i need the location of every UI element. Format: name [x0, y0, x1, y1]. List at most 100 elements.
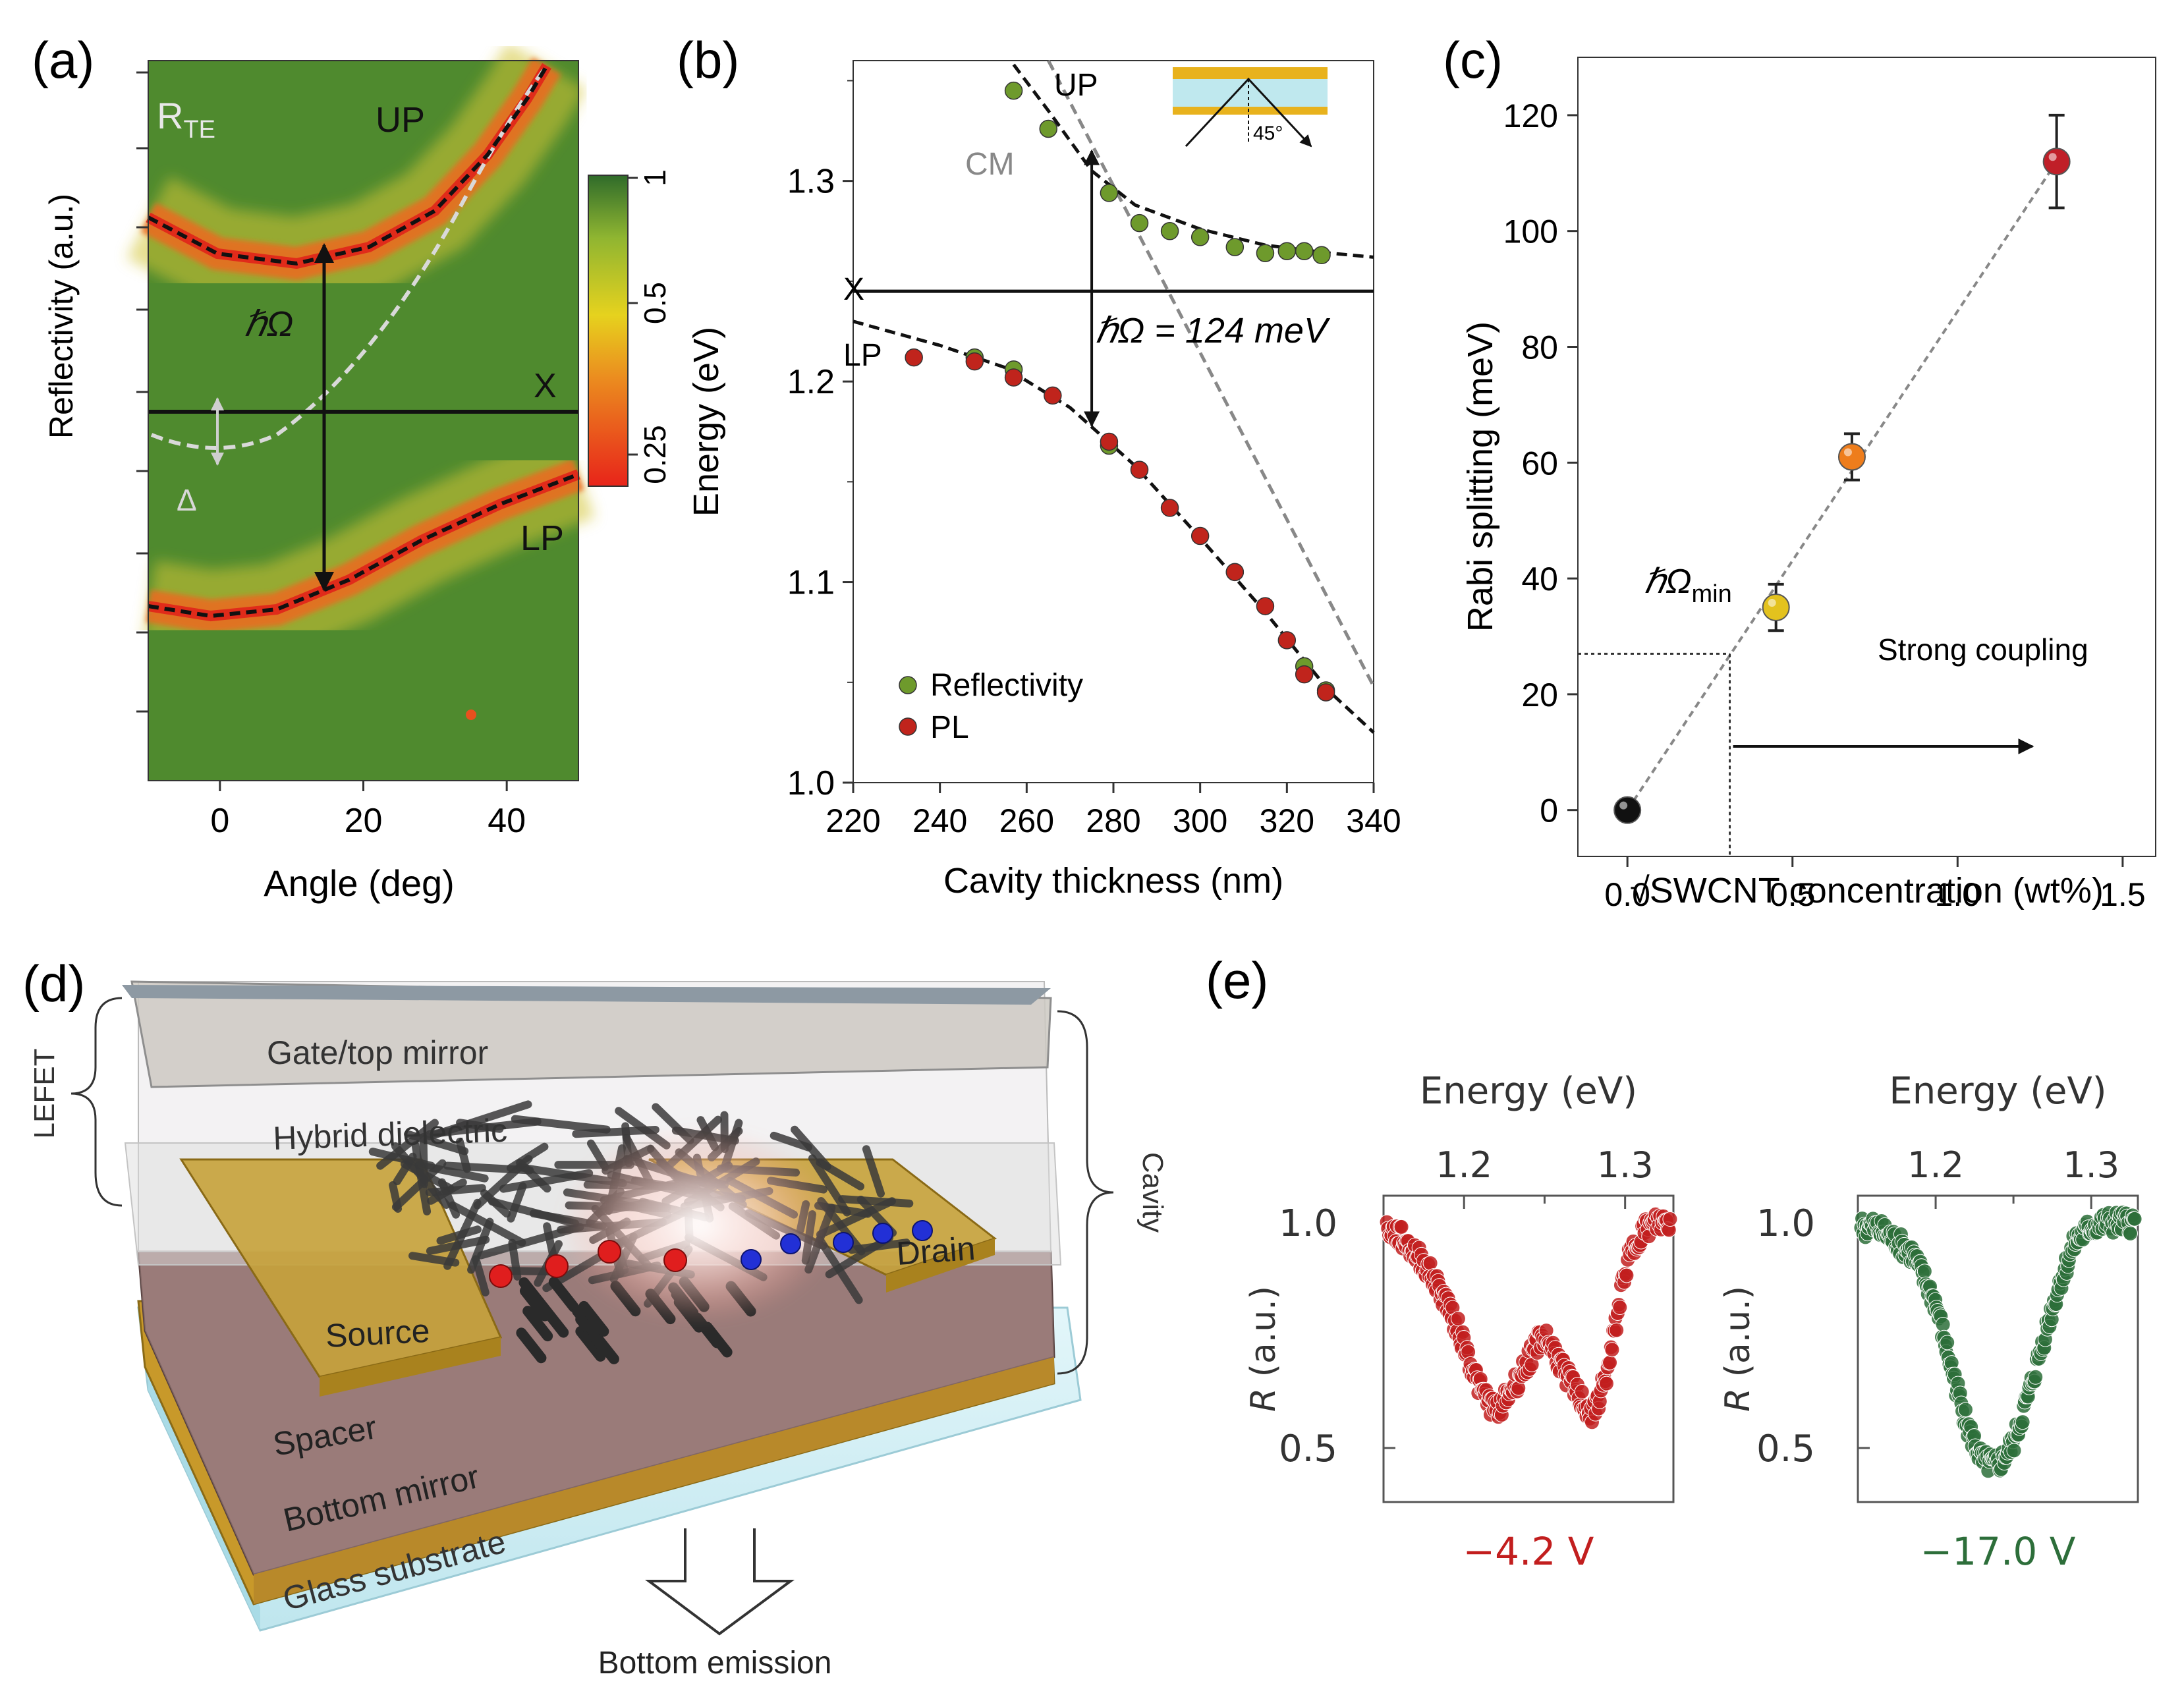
strong-coupling-label: Strong coupling	[1878, 632, 2088, 667]
panel-b-label: (b)	[677, 31, 739, 89]
panel-c-label: (c)	[1443, 31, 1503, 89]
panel-a-xlabel: Angle (deg)	[264, 862, 455, 904]
reflectance-point	[1917, 1264, 1932, 1279]
reflectance-point	[2127, 1211, 2142, 1227]
drain-label: Drain	[895, 1230, 976, 1272]
reflectance-point	[1602, 1354, 1618, 1370]
electron-carrier	[912, 1220, 933, 1241]
x-axis-label: Cavity thickness (nm)	[943, 861, 1283, 901]
electron-carrier	[872, 1223, 893, 1244]
r-axis-label: R (a.u.)	[1244, 1286, 1283, 1412]
nanotube-vertical	[522, 1306, 553, 1342]
data-point	[1837, 443, 1866, 471]
reflectance-point	[1612, 1300, 1628, 1316]
hole-carrier	[489, 1264, 513, 1288]
legend-pl-marker	[899, 717, 917, 736]
panel-c-plot: 0 20 40 60 80 100 120 0.0 0.5 1.0 1.5√SWCNT concen…	[1461, 57, 2156, 913]
nanotube	[414, 1161, 489, 1183]
y-tick-label: 1.1	[787, 564, 835, 602]
x-tick-label: 1.2	[1436, 1144, 1492, 1186]
emission-label: Bottom emission	[598, 1646, 832, 1681]
panel-e: (e) 1.2 1.3 Energy (eV) 0.5 1.0 R (a.u.) −4.2 …	[1206, 951, 2142, 1574]
y-tick-label: 1.0	[787, 764, 835, 802]
y-tick-label: 0.5	[1756, 1428, 1815, 1470]
x-tick-label: 20	[345, 802, 383, 840]
energy-title: Energy (eV)	[1420, 1070, 1637, 1113]
x-tick-label: 0.5	[1770, 876, 1816, 913]
reflectivity-point	[1004, 81, 1023, 100]
data-point	[1762, 594, 1790, 622]
x-label: X	[534, 367, 557, 405]
nanotube	[507, 1182, 527, 1223]
source-front	[320, 1337, 501, 1397]
reflectance-point	[1450, 1311, 1466, 1327]
panel-b: (b) 1.0 1.1 1.2 1.3 220 240 260 280 300 320 340 Cav…	[677, 31, 1401, 901]
mirror-front	[254, 1357, 1054, 1604]
y-axis-label: Rabi splitting (meV)	[1461, 321, 1500, 632]
colorbar-tick-label: 1	[638, 169, 672, 186]
x-tick-label: 220	[826, 802, 880, 839]
plot-frame	[853, 60, 1374, 783]
pl-point	[1160, 499, 1179, 517]
reflectivity-point	[1312, 246, 1331, 265]
reflectivity-point	[1225, 238, 1245, 256]
delta-label: Δ	[177, 483, 197, 517]
y-tick-label: 60	[1521, 445, 1558, 482]
reflectance-point	[2123, 1225, 2139, 1241]
lp-fit	[148, 472, 580, 619]
r-units: (a.u.)	[1718, 1286, 1758, 1388]
nanotube	[838, 1195, 914, 1208]
nanotube-vertical	[548, 1277, 579, 1313]
inset-bottom-mirror	[1173, 107, 1328, 115]
x-tick-label: 40	[488, 802, 526, 840]
inset-cavity	[1173, 79, 1328, 107]
colorbar-ticks: 1 0.5 0.25	[628, 169, 672, 484]
x-label: X	[843, 272, 864, 307]
reflectance-point	[1574, 1384, 1590, 1400]
pl-point	[905, 348, 923, 367]
point-highlight	[2048, 153, 2057, 161]
nanotube	[389, 1181, 403, 1213]
y-tick-label: 20	[1521, 677, 1558, 713]
nanotube	[862, 1145, 885, 1198]
pl-point	[1256, 597, 1275, 615]
y-axis-label: Energy (eV)	[686, 327, 726, 516]
y-tick-label: 120	[1503, 97, 1558, 134]
reflectance-point	[1604, 1342, 1620, 1358]
nanotube	[404, 1130, 469, 1156]
nanotube-vertical	[575, 1325, 606, 1362]
panel-b-plot: 1.0 1.1 1.2 1.3 220 240 260 280 300 320 340 Cavity …	[686, 59, 1401, 901]
y-tick-label: 100	[1503, 213, 1558, 250]
panel-d-label: (d)	[22, 955, 85, 1013]
reflectivity-point	[1256, 244, 1275, 263]
nanotube	[847, 1239, 910, 1254]
y-tick-label: 40	[1521, 561, 1558, 598]
x-tick-label: 340	[1346, 802, 1401, 839]
r-italic: R	[1718, 1388, 1758, 1412]
y-tick-label: 0	[1540, 793, 1558, 829]
nanotube	[511, 1115, 611, 1134]
nanotube	[472, 1255, 490, 1296]
nanotube	[572, 1126, 659, 1138]
reflectance-point	[1957, 1402, 1973, 1418]
panel-a-label: (a)	[32, 31, 94, 89]
reflectivity-point	[1160, 222, 1179, 240]
x-axis-label: √SWCNT concentration (wt%)	[1630, 871, 2104, 910]
voltage-caption: −4.2 V	[1463, 1529, 1594, 1574]
pl-point	[1190, 526, 1210, 545]
colorbar	[588, 175, 629, 487]
plot-frame	[1577, 57, 2156, 857]
nanotube-vertical	[538, 1302, 569, 1338]
x-tick-label: 1.3	[1597, 1144, 1654, 1186]
fit-line	[1626, 161, 2058, 811]
voltage-caption: −17.0 V	[1920, 1529, 2076, 1574]
x-tick-label: 320	[1260, 802, 1314, 839]
emission-glow	[560, 1127, 837, 1324]
reflectivity-point	[1277, 242, 1297, 260]
reflectivity-point	[1100, 184, 1119, 202]
speck	[466, 710, 476, 720]
rabi-label: ℏΩ	[244, 304, 293, 344]
reflectance-point	[1393, 1219, 1409, 1235]
r-units: (a.u.)	[1244, 1286, 1283, 1388]
reflectance-point	[1619, 1267, 1635, 1283]
